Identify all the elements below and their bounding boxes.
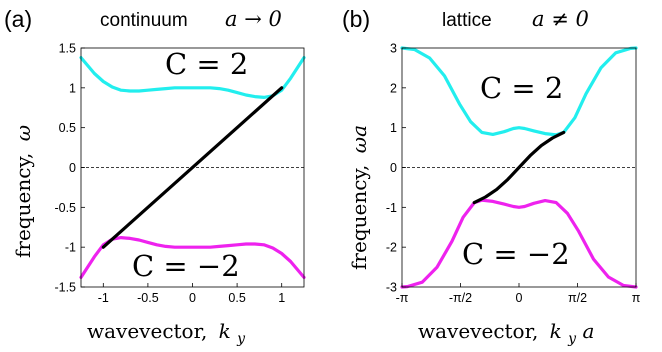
- panel-a-ylabel-text: frequency,: [11, 153, 35, 258]
- panel-b-ytick-label-4: 1: [390, 121, 397, 135]
- panel-a-ylabel-math: ω: [11, 125, 35, 141]
- panel-b-ytick-label-5: 2: [390, 81, 397, 95]
- panel-b-ylabel-math: ωa: [347, 125, 371, 153]
- panel-a-plot: -1 -0.5 0 0.5 1 -1.5 -1 -0.5 0 0.5 1 1.5: [54, 42, 306, 305]
- panel-b-annotation-top: C = 2: [480, 71, 563, 105]
- panel-b-title: lattice: [442, 10, 492, 31]
- panel-a-series-2-line: [101, 86, 284, 249]
- panel-b-xlabel-tail: a: [582, 319, 594, 343]
- panel-b: (b) lattice a ≠ 0 -π -π/2 0 π/2 π-3-2-10123 …: [342, 6, 641, 348]
- panel-b-xtick-label-0: -π: [396, 291, 409, 305]
- panel-a-ytick-label-5: 1: [69, 81, 76, 95]
- panel-b-ytick-label-2: -1: [386, 201, 397, 215]
- panel-b-ytick-label-0: -3: [386, 281, 397, 295]
- panel-a-ytick-label-0: -1.5: [54, 281, 76, 295]
- panel-a-xtick-label-4: 1: [278, 291, 285, 305]
- panel-b-ytick-label-6: 3: [390, 42, 397, 56]
- panel-a-series-0-line: [79, 55, 306, 100]
- panel-a-ytick-label-3: 0: [69, 161, 76, 175]
- panel-b-xtick-label-2: 0: [516, 291, 523, 305]
- panel-a-xlabel: wavevector, k y: [87, 319, 246, 347]
- panel-b-annotation-bottom: C = −2: [462, 237, 570, 271]
- panel-b-title-math: a ≠ 0: [532, 7, 589, 31]
- panel-a-ytick-label-2: -0.5: [54, 201, 76, 215]
- panel-b-ylabel: frequency, ωa: [347, 125, 371, 270]
- panel-a-ytick-label-4: 0.5: [59, 121, 76, 135]
- panel-a-label: (a): [4, 6, 32, 32]
- panel-a-xlabel-math: k: [219, 319, 231, 343]
- panel-a-xlabel-sub: y: [236, 331, 246, 347]
- panel-a-ytick-label-1: -1: [65, 241, 76, 255]
- panel-b-xlabel-math: k: [550, 319, 562, 343]
- panel-a-ylabel: frequency, ω: [11, 125, 35, 258]
- panel-a-xtick-label-1: -0.5: [137, 291, 159, 305]
- panel-b-ylabel-text: frequency,: [347, 165, 371, 270]
- panel-a: (a) continuum a → 0 -1 -0.5 0 0.5 1 -1.5 -1 -0.…: [4, 6, 306, 347]
- panel-b-series-1-line: [400, 198, 638, 289]
- panel-b-xlabel-text: wavevector,: [418, 319, 538, 343]
- panel-a-title: continuum: [100, 10, 188, 31]
- panel-b-xlabel: wavevector, k y a: [418, 319, 594, 348]
- panel-b-xtick-label-3: π/2: [568, 291, 587, 305]
- panel-b-xtick-label-1: -π/2: [449, 291, 472, 305]
- panel-a-xtick-label-2: 0: [189, 291, 196, 305]
- panel-b-xlabel-sub: y: [567, 331, 577, 347]
- panel-a-xtick-label-0: -1: [98, 291, 109, 305]
- panel-b-plot: -π -π/2 0 π/2 π -3 -2 -1 0 1 2 3: [386, 42, 641, 306]
- panel-b-ytick-label-3: 0: [390, 161, 397, 175]
- panel-b-series-0-line: [400, 46, 638, 137]
- panel-a-xtick-label-3: 0.5: [228, 291, 245, 305]
- panel-a-xlabel-text: wavevector,: [87, 319, 207, 343]
- panel-b-series-2-line: [472, 130, 566, 205]
- panel-b-xtick-label-4: π: [632, 291, 641, 305]
- panel-a-annotation-bottom: C = −2: [132, 249, 240, 283]
- panel-a-ytick-label-6: 1.5: [59, 42, 76, 56]
- panel-a-annotation-top: C = 2: [165, 47, 248, 81]
- panel-b-ytick-label-1: -2: [386, 241, 397, 255]
- panel-b-label: (b): [342, 6, 370, 32]
- panel-a-title-math: a → 0: [225, 7, 282, 31]
- panel-a-series-1-line: [79, 236, 306, 279]
